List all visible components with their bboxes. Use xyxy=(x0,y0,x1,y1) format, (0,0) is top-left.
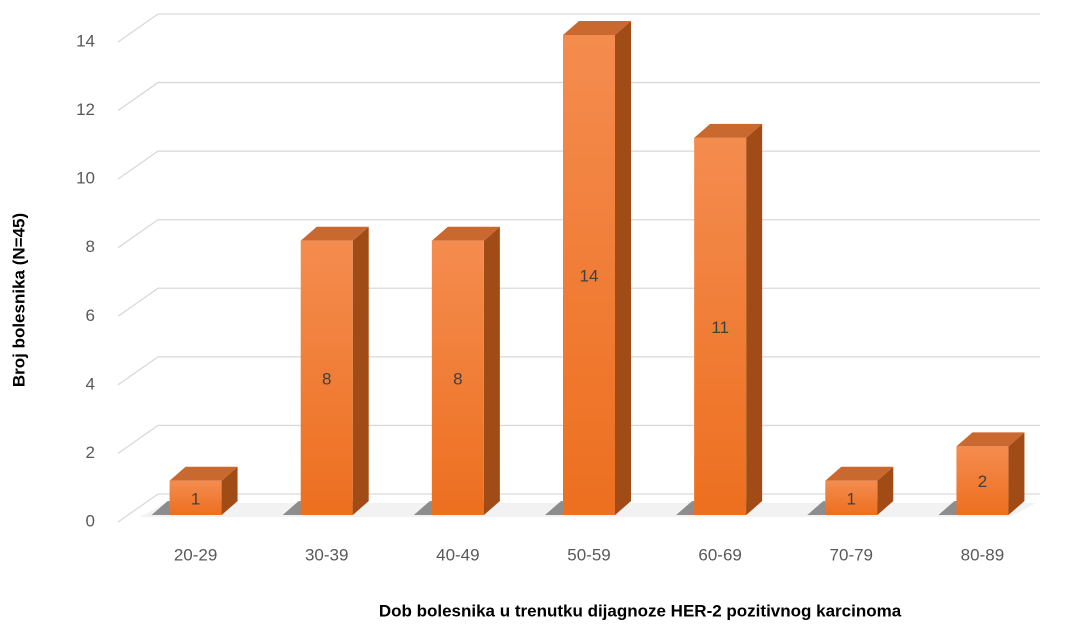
y-tick-label: 0 xyxy=(86,511,95,530)
bar-top xyxy=(169,466,238,481)
y-tick-label: 6 xyxy=(86,306,95,325)
bar-side xyxy=(746,123,763,515)
bar xyxy=(169,480,222,515)
x-tick-label: 20-29 xyxy=(174,545,217,564)
bar-top xyxy=(694,123,763,138)
y-tick-label: 10 xyxy=(76,169,95,188)
bar-side xyxy=(1008,432,1025,515)
data-label: 11 xyxy=(711,318,729,337)
data-label: 2 xyxy=(978,472,987,491)
y-tick-label: 2 xyxy=(86,443,95,462)
bar xyxy=(563,35,615,515)
x-tick-label: 40-49 xyxy=(436,545,479,564)
bar xyxy=(694,137,747,515)
x-tick-label: 30-39 xyxy=(305,545,348,564)
bar-side xyxy=(352,226,369,515)
data-label: 1 xyxy=(191,489,200,508)
x-axis-title: Dob bolesnika u trenutku dijagnoze HER-2… xyxy=(379,601,902,620)
data-label: 14 xyxy=(580,266,599,285)
bar xyxy=(956,446,1009,515)
y-tick-label: 12 xyxy=(76,100,95,119)
x-tick-label: 50-59 xyxy=(567,545,610,564)
bar xyxy=(431,240,484,515)
bar-side xyxy=(877,466,894,515)
grid-line xyxy=(117,13,1040,43)
bar-top xyxy=(300,226,369,241)
bar-top xyxy=(825,466,894,481)
bar-side xyxy=(483,226,500,515)
bar-side xyxy=(615,21,631,515)
bar-top xyxy=(956,432,1025,447)
bar-side xyxy=(221,466,238,515)
bar xyxy=(300,240,353,515)
grid-line xyxy=(117,81,1040,112)
x-tick-label: 60-69 xyxy=(698,545,741,564)
data-label: 8 xyxy=(322,369,331,388)
data-label: 8 xyxy=(453,369,462,388)
bar-top xyxy=(431,226,500,241)
y-tick-label: 14 xyxy=(76,31,95,50)
data-label: 1 xyxy=(847,489,856,508)
x-tick-label: 70-79 xyxy=(830,545,873,564)
y-axis-title: Broj bolesnika (N=45) xyxy=(9,213,28,387)
bar-top xyxy=(563,21,631,35)
bar xyxy=(825,480,878,515)
y-tick-label: 8 xyxy=(86,237,95,256)
x-tick-label: 80-89 xyxy=(961,545,1004,564)
y-tick-label: 4 xyxy=(86,374,95,393)
